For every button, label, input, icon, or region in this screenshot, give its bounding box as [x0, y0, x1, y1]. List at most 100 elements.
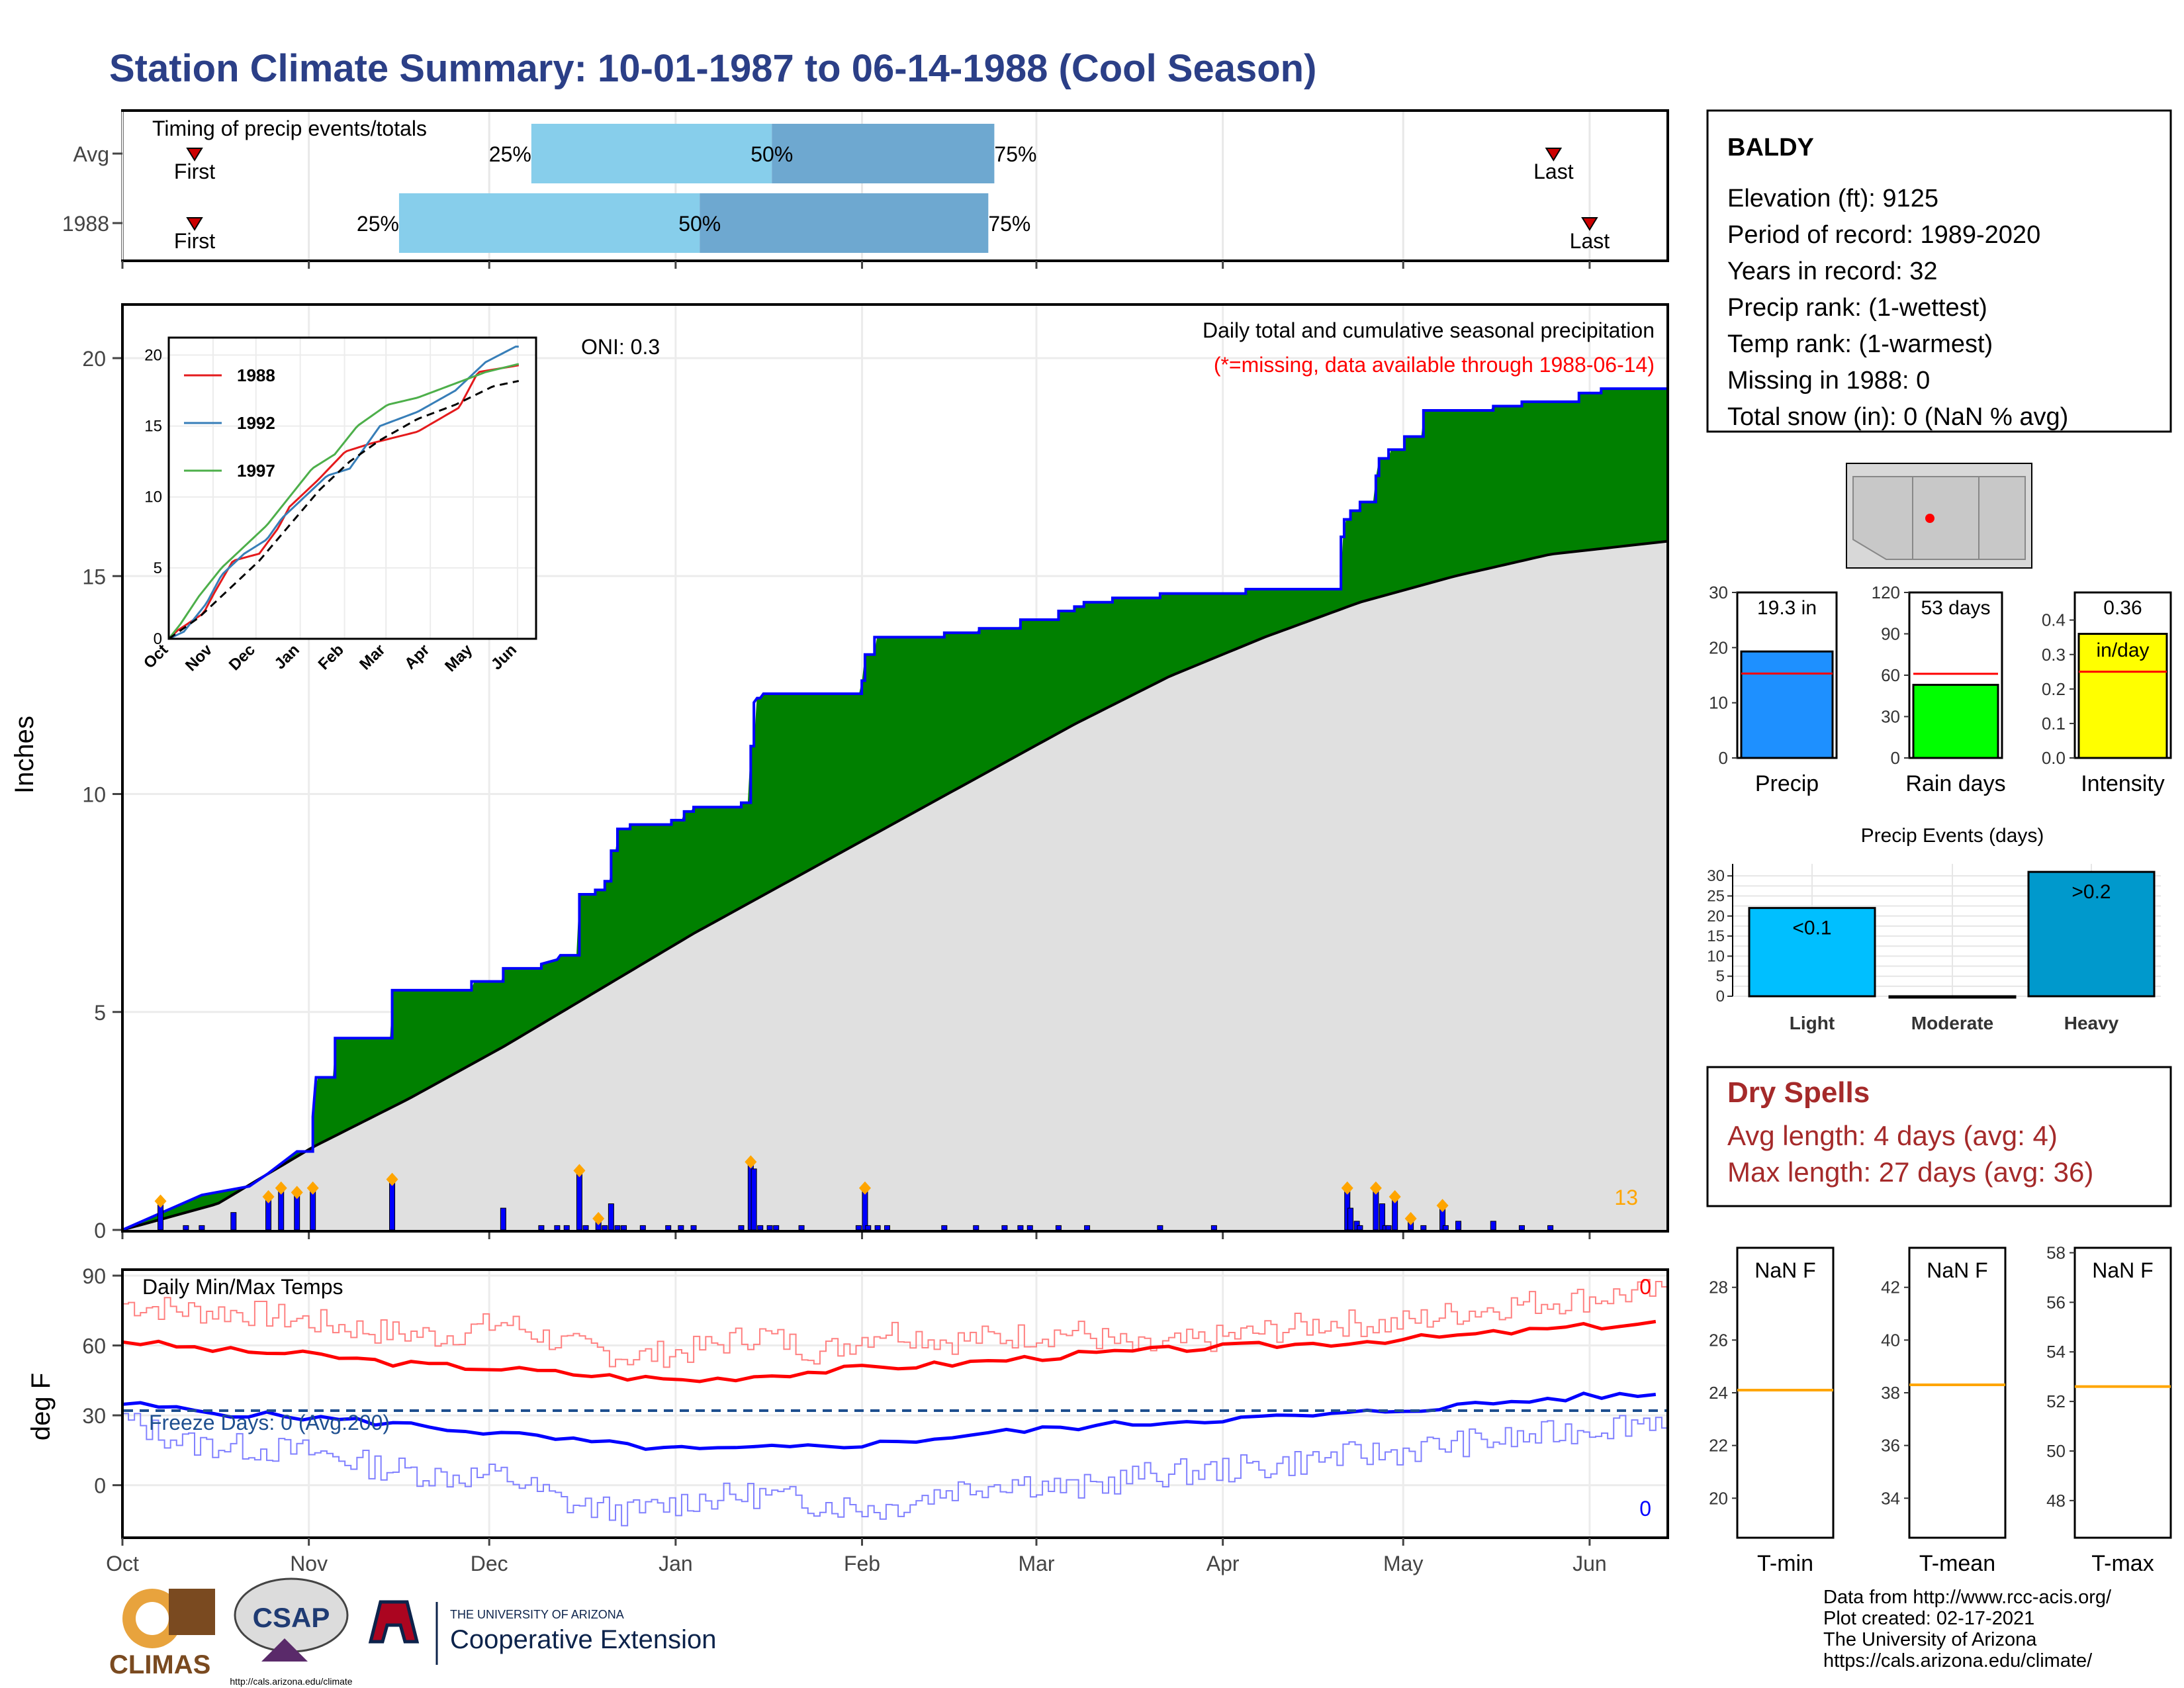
inset-ytick: 20 [144, 346, 162, 364]
timing-first-marker [186, 148, 203, 162]
heavy-event-marker [262, 1190, 275, 1203]
inset-legend-label: 1997 [237, 461, 275, 481]
x-tick-label: Mar [1018, 1552, 1054, 1575]
station-temp-rank: Temp rank: (1-warmest) [1727, 330, 1993, 358]
heavy-event-marker [306, 1181, 319, 1195]
daily-precip-bar [665, 1225, 672, 1231]
timing-bar-25-50 [531, 124, 772, 183]
daily-precip-bar [614, 1225, 621, 1231]
timing-row-label: Avg [73, 142, 109, 166]
timing-last-marker [1581, 217, 1598, 231]
station-info: BALDY Elevation (ft): 9125 Period of rec… [1706, 109, 2172, 433]
temp-box-name: T-min [1757, 1551, 1813, 1576]
bar-ytick: 0 [1719, 748, 1728, 768]
temp-ytick: 60 [82, 1335, 106, 1358]
daily-precip-bar [294, 1194, 300, 1231]
daily-precip-bar [1385, 1225, 1392, 1231]
temp-box-label: NaN F [1927, 1258, 1987, 1282]
heavy-event-marker [275, 1181, 287, 1195]
temp-box-ytick: 52 [2046, 1391, 2066, 1411]
max-temp-1988 [122, 1279, 1668, 1368]
bar-value [1912, 684, 1999, 759]
temp-box-t-max: 48 50 52 54 56 58 NaN F T-max [2046, 1243, 2172, 1576]
station-elevation: Elevation (ft): 9125 [1727, 185, 1938, 212]
dry-avg: Avg length: 4 days (avg: 4) [1727, 1120, 2058, 1151]
footer-line4: https://cals.arizona.edu/climate/ [1823, 1650, 2093, 1671]
station-location-dot [1925, 514, 1934, 523]
heavy-event-marker [1436, 1199, 1449, 1213]
avg-cumulative-line [122, 539, 1668, 1231]
daily-precip-bar [1392, 1199, 1398, 1231]
temp-box-ytick: 26 [1709, 1330, 1728, 1350]
page-title: Station Climate Summary: 10-01-1987 to 0… [109, 47, 1317, 90]
x-tick-label: Dec [471, 1552, 508, 1575]
location-map [1846, 463, 2032, 569]
events-title: Precip Events (days) [1861, 825, 2044, 847]
bar-value-label2: in/day [2096, 639, 2149, 661]
daily-precip-bar [538, 1225, 545, 1231]
csap-url: http://cals.arizona.edu/climate [230, 1676, 352, 1687]
bar-ytick: 90 [1881, 624, 1900, 644]
daily-precip-bar [576, 1172, 582, 1231]
daily-precip-bar [874, 1225, 881, 1231]
x-tick-label: May [1383, 1552, 1423, 1575]
daily-precip-bar [738, 1225, 745, 1231]
timing-p25: 25% [489, 142, 531, 166]
bar-panel-0: 0 10 20 30 19.3 in Precip [1709, 583, 1838, 796]
temp-box-ytick: 24 [1709, 1383, 1728, 1403]
dry-spells: Dry Spells Avg length: 4 days (avg: 4) M… [1706, 1066, 2172, 1207]
daily-precip-bar [639, 1225, 646, 1231]
dry-title: Dry Spells [1727, 1076, 1870, 1109]
station-period: Period of record: 1989-2020 [1727, 221, 2040, 249]
daily-precip-bar [602, 1225, 608, 1231]
events-category: Moderate [1911, 1013, 1993, 1033]
footer-line1: Data from http://www.rcc-acis.org/ [1823, 1587, 2112, 1608]
temp-box-ytick: 56 [2046, 1292, 2066, 1312]
timing-first-label: First [174, 160, 215, 183]
bar-ytick: 30 [1881, 707, 1900, 727]
daily-precip-bar [199, 1225, 205, 1231]
footer-line2: Plot created: 02-17-2021 [1823, 1608, 2034, 1629]
bar-ytick: 0.0 [2042, 748, 2066, 768]
timing-last-marker [1545, 148, 1563, 162]
heavy-event-marker [592, 1211, 605, 1225]
daily-precip-bar [278, 1190, 285, 1231]
events-ytick: 25 [1707, 887, 1725, 905]
daily-precip-bar [1210, 1225, 1217, 1231]
temp-box-ytick: 42 [1881, 1278, 1900, 1297]
events-ytick: 10 [1707, 947, 1725, 965]
precip-events-chart: Precip Events (days) 0 5 10 15 20 25 30 <0.1 Lig… [1707, 825, 2161, 1033]
csap-text: CSAP [253, 1602, 330, 1633]
daily-precip-bar [1017, 1225, 1024, 1231]
ua-line1: THE UNIVERSITY OF ARIZONA [450, 1608, 624, 1621]
temp-box-ytick: 50 [2046, 1441, 2066, 1461]
timing-p75: 75% [988, 212, 1030, 236]
heavy-event-marker [1369, 1181, 1382, 1195]
precip-panel: 0 5 10 15 20 Inches Daily total and cumulati… [10, 303, 1669, 1243]
bar-ytick: 10 [1709, 693, 1728, 713]
precip-ylabel: Inches [10, 716, 39, 794]
daily-precip-bar [855, 1225, 862, 1231]
timing-first-marker [186, 217, 203, 231]
x-tick-label: Nov [290, 1552, 328, 1575]
bar-value [1740, 650, 1834, 759]
x-tick-label: Jan [659, 1552, 693, 1575]
events-ytick: 20 [1707, 908, 1725, 925]
temp-box-ytick: 22 [1709, 1436, 1728, 1456]
station-name: BALDY [1727, 134, 1814, 162]
temp-box-ytick: 36 [1881, 1436, 1900, 1456]
daily-precip-bar [1547, 1225, 1554, 1231]
bar-value [2077, 633, 2168, 759]
daily-precip-bar [751, 1168, 757, 1231]
temp-box-name: T-max [2091, 1551, 2154, 1576]
daily-precip-bar [884, 1225, 891, 1231]
daily-precip-bar [621, 1225, 627, 1231]
timing-row-label: 1988 [62, 212, 109, 236]
events-bar [1748, 907, 1876, 998]
timing-last-label: Last [1570, 229, 1610, 253]
daily-precip-bar [1357, 1225, 1363, 1231]
x-tick-label: Jun [1572, 1552, 1607, 1575]
events-bar [1888, 995, 2017, 999]
precip-ytick: 10 [82, 783, 106, 807]
